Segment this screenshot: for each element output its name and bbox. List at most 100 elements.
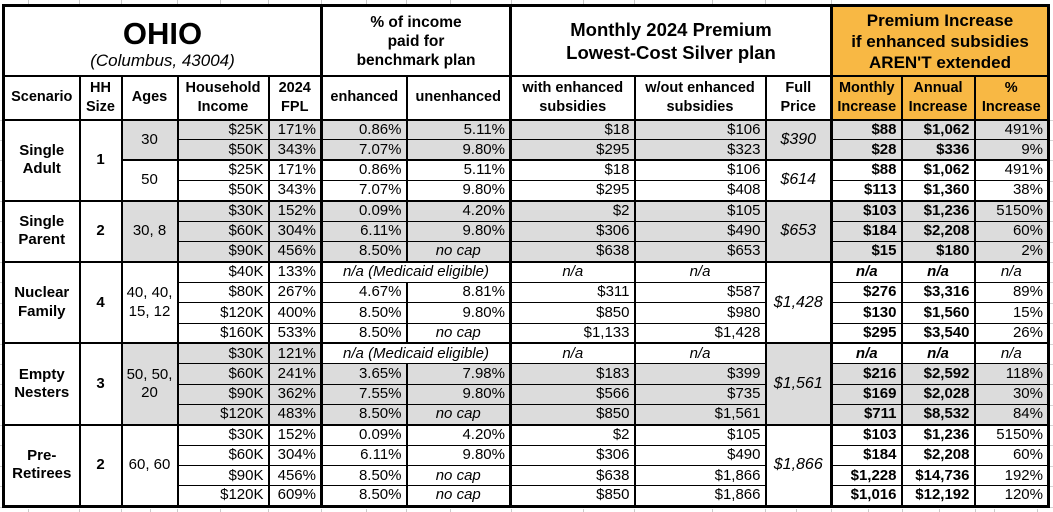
income-cell: $90K [177,384,270,406]
monthly-increase-cell: $169 [831,384,903,406]
unenhanced-cell: no cap [406,485,512,508]
fpl-cell: 241% [268,363,323,385]
monthly-increase-cell: $88 [831,119,903,141]
annual-increase-cell: $1,560 [901,302,976,324]
with-subsidies-cell: $638 [510,465,636,487]
pct-increase-cell: 5150% [974,200,1050,222]
unenhanced-cell: 9.80% [406,139,512,162]
unenhanced-cell: 9.80% [406,180,512,202]
with-subsidies-cell: $295 [510,180,636,202]
full-price-cell: $1,866 [765,424,833,508]
income-cell: $50K [177,180,270,202]
ages-cell: 30, 8 [121,200,179,264]
wout-subsidies-cell: $105 [634,424,767,446]
fpl-cell: 456% [268,241,323,264]
col-header-fpl: 2024 FPL [268,76,323,121]
ages-cell: 50 [121,160,179,202]
pct-increase-cell: 5150% [974,424,1050,446]
income-cell: $60K [177,363,270,385]
col-header-scenario: Scenario [3,76,81,121]
with-subsidies-cell: $311 [510,282,636,304]
fpl-cell: 171% [268,119,323,141]
wout-subsidies-cell: $980 [634,302,767,324]
col-header-pct-increase: % Increase [974,76,1050,121]
wout-subsidies-cell: $399 [634,363,767,385]
wout-subsidies-cell: $323 [634,139,767,162]
section-header-increase: Premium Increase if enhanced subsidies A… [831,5,1050,77]
monthly-increase-cell: $295 [831,323,903,345]
annual-increase-cell: n/a [901,262,976,283]
with-subsidies-cell: $850 [510,404,636,426]
enhanced-cell: 7.07% [321,180,408,202]
enhanced-cell: 6.11% [321,445,408,467]
annual-increase-cell: $1,236 [901,424,976,446]
wout-subsidies-cell: $1,561 [634,404,767,426]
income-cell: $160K [177,323,270,345]
monthly-increase-cell: $216 [831,363,903,385]
fpl-cell: 121% [268,343,323,365]
location: (Columbus, 43004) [90,50,235,70]
unenhanced-cell: no cap [406,404,512,426]
monthly-increase-cell: $711 [831,404,903,426]
income-cell: $120K [177,485,270,508]
enhanced-cell: 3.65% [321,363,408,385]
pct-increase-cell: 60% [974,445,1050,467]
fpl-cell: 304% [268,445,323,467]
annual-increase-cell: $2,208 [901,221,976,243]
fpl-cell: 267% [268,282,323,304]
wout-subsidies-cell: $1,866 [634,485,767,508]
hh-size-cell: 2 [79,200,123,264]
unenhanced-cell: 4.20% [406,424,512,446]
annual-increase-cell: $8,532 [901,404,976,426]
pct-increase-cell: 84% [974,404,1050,426]
wout-subsidies-cell: $490 [634,445,767,467]
annual-increase-cell: $1,236 [901,200,976,222]
enhanced-cell: 6.11% [321,221,408,243]
fpl-cell: 400% [268,302,323,324]
unenhanced-cell: 9.80% [406,384,512,406]
wout-subsidies-cell: $653 [634,241,767,264]
full-price-cell: $614 [765,160,833,202]
monthly-increase-cell: $1,228 [831,465,903,487]
wout-subsidies-cell: $106 [634,119,767,141]
scenario-cell: Nuclear Family [3,262,81,345]
pct-increase-cell: 30% [974,384,1050,406]
income-cell: $120K [177,404,270,426]
pct-increase-cell: 89% [974,282,1050,304]
scenario-cell: Pre- Retirees [3,424,81,508]
wout-subsidies-cell: $105 [634,200,767,222]
pct-increase-cell: 118% [974,363,1050,385]
monthly-increase-cell: $130 [831,302,903,324]
income-cell: $90K [177,465,270,487]
annual-increase-cell: $180 [901,241,976,264]
pct-increase-cell: 491% [974,119,1050,141]
with-subsidies-cell: $306 [510,221,636,243]
annual-increase-cell: $3,316 [901,282,976,304]
annual-increase-cell: n/a [901,343,976,365]
enhanced-cell: 0.09% [321,200,408,222]
unenhanced-cell: 9.80% [406,221,512,243]
pct-increase-cell: 15% [974,302,1050,324]
income-cell: $30K [177,200,270,222]
with-subsidies-cell: $850 [510,302,636,324]
with-subsidies-cell: $2 [510,200,636,222]
fpl-cell: 152% [268,200,323,222]
pct-increase-cell: 2% [974,241,1050,264]
enhanced-cell: 7.55% [321,384,408,406]
enhanced-cell: 0.86% [321,119,408,141]
monthly-increase-cell: $103 [831,200,903,222]
annual-increase-cell: $2,028 [901,384,976,406]
fpl-cell: 609% [268,485,323,508]
col-header-income: Household Income [177,76,270,121]
monthly-increase-cell: $184 [831,445,903,467]
medicaid-note-cell: n/a (Medicaid eligible) [321,262,512,283]
col-header-hh-size: HH Size [79,76,123,121]
monthly-increase-cell: $15 [831,241,903,264]
wout-subsidies-cell: n/a [634,262,767,283]
fpl-cell: 456% [268,465,323,487]
with-subsidies-cell: $306 [510,445,636,467]
income-cell: $25K [177,119,270,141]
pct-increase-cell: 192% [974,465,1050,487]
annual-increase-cell: $14,736 [901,465,976,487]
